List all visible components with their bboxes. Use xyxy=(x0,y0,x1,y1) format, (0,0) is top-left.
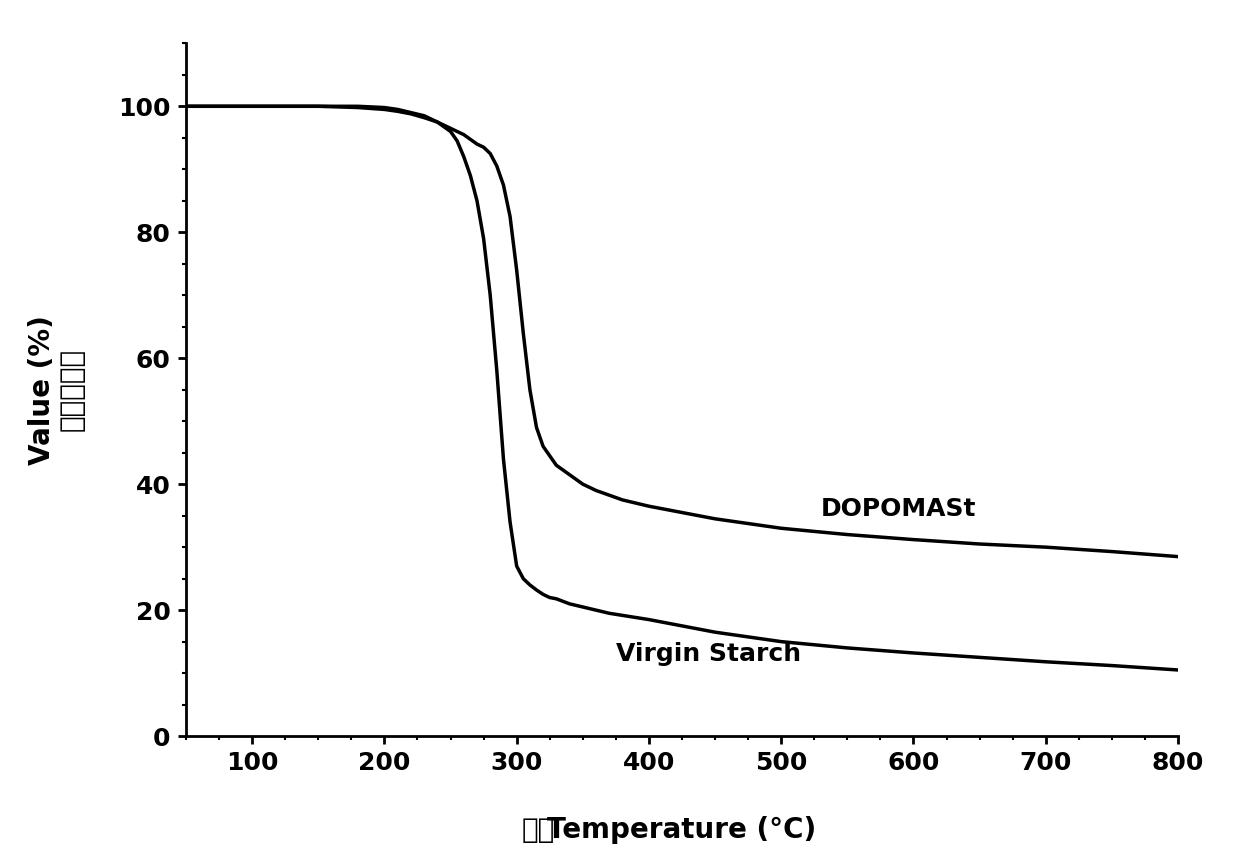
Text: Virgin Starch: Virgin Starch xyxy=(616,643,801,666)
Text: 温度: 温度 xyxy=(522,816,554,843)
Y-axis label: Value (%): Value (%) xyxy=(27,314,56,465)
Text: 质量百分数: 质量百分数 xyxy=(58,348,86,431)
Text: DOPOMASt: DOPOMASt xyxy=(821,497,976,521)
Text: Temperature (°C): Temperature (°C) xyxy=(547,816,817,843)
